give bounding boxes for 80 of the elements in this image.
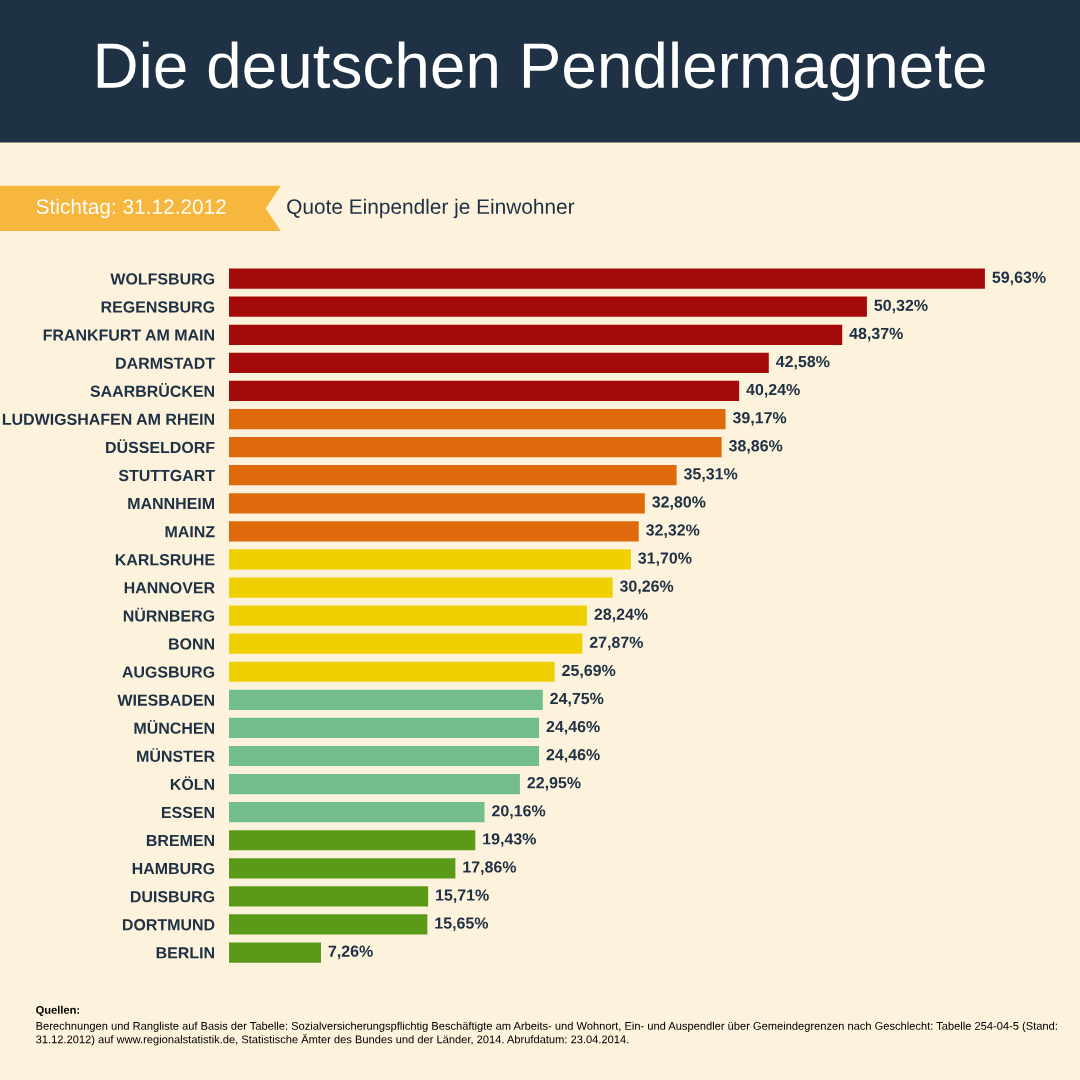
- data-label: 19,43%: [483, 833, 536, 847]
- y-tick-label: NÜRNBERG: [123, 607, 215, 622]
- bar: [228, 773, 520, 795]
- data-label: 31,70%: [638, 552, 692, 567]
- y-tick-label: MAINZ: [165, 526, 215, 538]
- bar: [228, 633, 583, 654]
- y-tick-label: FRANKFURT AM MAIN: [43, 329, 214, 341]
- data-label: 35,31%: [683, 468, 738, 482]
- y-tick-label: BREMEN: [146, 835, 214, 847]
- y-tick-label: KÖLN: [170, 776, 214, 791]
- y-tick-label: HAMBURG: [132, 862, 215, 875]
- data-label: 39,17%: [732, 412, 787, 426]
- data-label: 27,87%: [589, 636, 643, 651]
- text: Stichtag: 31.12.2012: [36, 198, 226, 219]
- y-tick-label: MANNHEIM: [128, 498, 214, 510]
- data-label: 42,58%: [775, 355, 830, 370]
- data-label: 59,63%: [992, 271, 1046, 286]
- y-tick-label: DUISBURG: [130, 891, 215, 903]
- bar: [228, 577, 613, 598]
- chart-title: Die deutschen Pendlermagnete: [97, 41, 985, 102]
- data-label: 38,86%: [728, 440, 783, 454]
- bar: [228, 858, 456, 879]
- data-label: 22,95%: [527, 777, 581, 791]
- bar: [228, 745, 540, 767]
- bar: [228, 268, 985, 289]
- bar: [228, 437, 722, 458]
- data-label: 24,46%: [546, 748, 600, 763]
- data-label: 25,69%: [562, 664, 616, 679]
- y-tick-label: BERLIN: [156, 947, 214, 959]
- bar: [228, 493, 645, 514]
- y-tick-label: STUTTGART: [118, 469, 215, 482]
- bar: [228, 605, 587, 626]
- text: Berechnungen und Rangliste auf Basis der Tabelle: Sozialversicherungspflichtig Beschäftigte am Arbeits- und Wohnort, Ein- und Auspendler über Gemeindegrenzen nach Geschlecht: Tabelle 254-04-5 (Stand: 31.12.2012) auf www.regionalstatistik.de, Statistische Ämter des Bundes und der Länder, 2014. Abrufdatum: 23.04.2014.: [36, 1021, 1057, 1046]
- data-label: 48,37%: [849, 327, 903, 342]
- y-tick-label: MÜNCHEN: [134, 720, 214, 734]
- data-label: 32,80%: [652, 496, 706, 510]
- bar: [228, 830, 476, 851]
- chart-subtitle: Quote Einpendler je Einwohner: [287, 198, 575, 219]
- bar: [228, 689, 543, 710]
- y-tick-label: KARLSRUHE: [115, 554, 215, 566]
- bar: [228, 521, 639, 542]
- data-label: 17,86%: [463, 861, 517, 875]
- bar: [228, 802, 485, 823]
- y-tick-label: LUDWIGSHAFEN AM RHEIN: [2, 413, 214, 425]
- data-label: 15,71%: [436, 889, 489, 903]
- y-tick-label: SAARBRÜCKEN: [90, 383, 214, 397]
- data-label: 40,24%: [746, 383, 800, 398]
- source-note: Quellen:: [36, 1005, 80, 1016]
- y-tick-label: DÜSSELDORF: [106, 439, 215, 454]
- data-label: 32,32%: [646, 524, 700, 538]
- data-label: 7,26%: [328, 945, 373, 960]
- y-tick-label: HANNOVER: [124, 582, 215, 594]
- y-tick-label: WOLFSBURG: [110, 273, 215, 285]
- bar: [228, 380, 740, 402]
- bar: [228, 352, 769, 373]
- y-tick-label: DARMSTADT: [116, 357, 215, 369]
- bar: [228, 465, 677, 486]
- data-label: 15,65%: [435, 917, 489, 932]
- bar: [228, 296, 867, 317]
- data-label: 24,46%: [546, 720, 600, 735]
- data-label: 50,32%: [874, 299, 928, 314]
- y-tick-label: AUGSBURG: [122, 666, 215, 678]
- y-tick-label: BONN: [169, 638, 214, 650]
- data-label: 28,24%: [594, 608, 648, 623]
- bar: [228, 661, 555, 682]
- bar: [228, 886, 429, 907]
- y-tick-label: WIESBADEN: [117, 694, 214, 706]
- bar: [228, 914, 428, 935]
- bar: [228, 549, 631, 570]
- y-tick-label: ESSEN: [161, 806, 214, 819]
- bar: [228, 717, 540, 739]
- bar: [228, 324, 843, 345]
- bar: [228, 942, 321, 963]
- data-label: 24,75%: [550, 692, 604, 707]
- data-label: 30,26%: [619, 580, 674, 595]
- y-tick-label: REGENSBURG: [101, 301, 215, 313]
- data-label: 20,16%: [492, 805, 546, 819]
- bar: [228, 408, 726, 430]
- y-tick-label: DORTMUND: [122, 919, 215, 931]
- y-tick-label: MÜNSTER: [137, 748, 215, 762]
